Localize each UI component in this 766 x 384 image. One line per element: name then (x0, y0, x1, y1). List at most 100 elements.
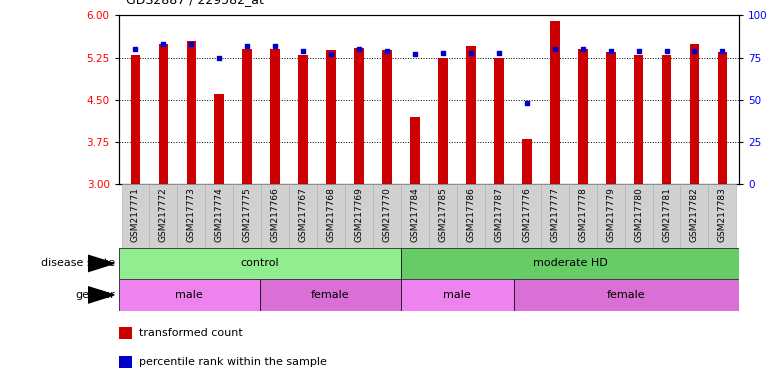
Bar (709, 184, 736, 248)
Bar (550, 21, 560, 184)
Text: transformed count: transformed count (139, 328, 242, 338)
Text: GSM217778: GSM217778 (578, 187, 588, 242)
Bar (438, 58, 448, 184)
Text: GSM217784: GSM217784 (411, 187, 420, 242)
Bar (159, 43, 169, 184)
Bar (119, 279, 260, 311)
Point (521, 100, 533, 106)
Bar (270, 49, 280, 184)
Text: male: male (175, 290, 203, 300)
Point (633, 48, 645, 54)
Point (381, 48, 393, 54)
Text: GSM217766: GSM217766 (270, 187, 280, 242)
Text: GSM217786: GSM217786 (466, 187, 476, 242)
Bar (633, 55, 643, 184)
Point (437, 50, 449, 56)
Text: GSM217770: GSM217770 (382, 187, 391, 242)
Text: GSM217777: GSM217777 (550, 187, 559, 242)
Bar (119, 356, 133, 368)
Bar (242, 49, 252, 184)
Bar (317, 184, 345, 248)
Text: GSM217774: GSM217774 (214, 187, 224, 242)
Text: GSM217787: GSM217787 (494, 187, 503, 242)
Point (129, 46, 142, 52)
Bar (382, 50, 392, 184)
Point (185, 41, 198, 47)
Point (465, 50, 477, 56)
Text: gender: gender (75, 290, 115, 300)
Bar (401, 184, 429, 248)
Bar (680, 184, 709, 248)
Bar (234, 184, 261, 248)
Bar (689, 43, 699, 184)
Point (493, 50, 505, 56)
Bar (401, 248, 739, 279)
Bar (429, 184, 457, 248)
Bar (457, 184, 485, 248)
Text: percentile rank within the sample: percentile rank within the sample (139, 357, 326, 367)
Text: GSM217783: GSM217783 (718, 187, 727, 242)
Point (157, 41, 169, 47)
Text: GSM217768: GSM217768 (326, 187, 336, 242)
Text: GSM217772: GSM217772 (159, 187, 168, 242)
Point (716, 48, 728, 54)
Text: female: female (311, 290, 349, 300)
Bar (410, 117, 420, 184)
Bar (186, 41, 196, 184)
Text: GSM217785: GSM217785 (438, 187, 447, 242)
Bar (494, 58, 504, 184)
Bar (718, 52, 727, 184)
Bar (214, 94, 224, 184)
Text: GSM217781: GSM217781 (662, 187, 671, 242)
Point (297, 48, 309, 54)
Text: male: male (444, 290, 471, 300)
Bar (326, 50, 336, 184)
Text: GSM217771: GSM217771 (131, 187, 140, 242)
Bar (298, 55, 308, 184)
Point (325, 51, 337, 57)
Bar (260, 279, 401, 311)
Bar (624, 184, 653, 248)
Text: GSM217773: GSM217773 (187, 187, 196, 242)
Text: disease state: disease state (41, 258, 115, 268)
Text: control: control (241, 258, 279, 268)
Point (409, 51, 421, 57)
Point (660, 48, 673, 54)
Bar (597, 184, 624, 248)
Bar (662, 55, 672, 184)
Text: GSM217769: GSM217769 (355, 187, 364, 242)
Bar (290, 184, 317, 248)
Bar (606, 52, 616, 184)
Point (353, 46, 365, 52)
Bar (522, 139, 532, 184)
Bar (373, 184, 401, 248)
Text: GDS2887 / 229582_at: GDS2887 / 229582_at (126, 0, 264, 6)
Bar (345, 184, 373, 248)
Bar (149, 184, 178, 248)
Bar (119, 327, 133, 339)
Bar (568, 184, 597, 248)
Text: moderate HD: moderate HD (532, 258, 607, 268)
FancyArrow shape (87, 286, 114, 304)
Bar (578, 49, 588, 184)
Point (548, 46, 561, 52)
Bar (261, 184, 290, 248)
Bar (512, 184, 541, 248)
Bar (178, 184, 205, 248)
Point (213, 55, 225, 61)
Point (269, 43, 281, 49)
Point (604, 48, 617, 54)
Bar (131, 55, 140, 184)
Bar (513, 279, 739, 311)
Bar (485, 184, 512, 248)
Bar (401, 279, 513, 311)
Text: GSM217776: GSM217776 (522, 187, 532, 242)
Text: GSM217782: GSM217782 (690, 187, 699, 242)
Text: female: female (607, 290, 646, 300)
Point (689, 48, 701, 54)
Bar (354, 48, 364, 184)
Bar (466, 46, 476, 184)
Bar (541, 184, 568, 248)
Text: GSM217780: GSM217780 (634, 187, 643, 242)
Bar (653, 184, 680, 248)
